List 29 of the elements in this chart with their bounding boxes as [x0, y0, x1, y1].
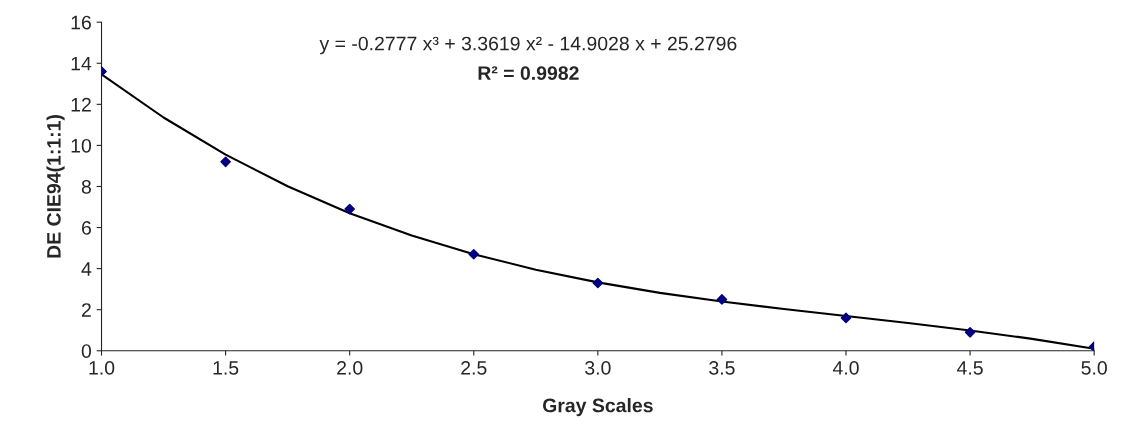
point: [964, 326, 976, 338]
x-tick-label: 5.0: [1081, 361, 1107, 375]
point: [840, 312, 852, 324]
point: [220, 156, 231, 168]
x-tick-label: 3.0: [585, 361, 611, 375]
y-tick-label: 16: [71, 15, 91, 30]
point: [344, 203, 355, 215]
point: [468, 248, 480, 260]
y-tick-label: 12: [71, 97, 91, 112]
y-tick-label: 14: [71, 56, 92, 71]
x-tick-label: 4.5: [957, 361, 983, 375]
y-tick-label: 2: [81, 303, 91, 317]
y-tick-label: 0: [81, 344, 92, 358]
point: [592, 277, 604, 289]
annotation: y = -0.2777 x³ + 3.3619 x² - 14.9028 x + 25.2796: [319, 36, 737, 55]
y-tick-label: 6: [81, 221, 91, 235]
annotation: R² = 0.9982: [478, 66, 579, 80]
x-tick-label: 1.5: [213, 361, 239, 375]
y-tick-label: 10: [71, 138, 92, 153]
x-tick-label: 2.0: [337, 361, 363, 375]
point: [716, 294, 728, 305]
x-tick-label: 4.0: [832, 361, 859, 375]
y-tick-label: 8: [81, 179, 91, 194]
x-axis-title: Gray Scales: [542, 398, 653, 417]
x-tick-label: 2.5: [461, 361, 487, 375]
x-tick-label: 1.0: [89, 361, 115, 375]
x-tick-label: 3.5: [709, 361, 735, 375]
y-axis-title: DE CIE94(1:1:1): [46, 115, 65, 258]
y-tick-label: 4: [81, 262, 92, 276]
